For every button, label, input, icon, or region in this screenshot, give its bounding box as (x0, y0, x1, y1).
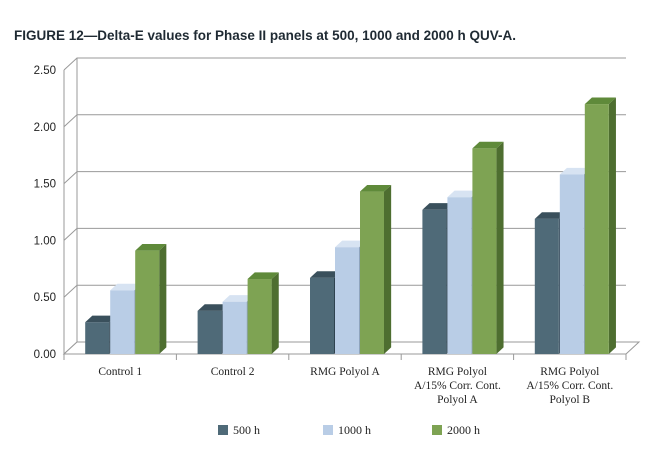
bar (247, 272, 279, 354)
category-label: Control 2 (211, 366, 255, 378)
legend: 500 h 1000 h 2000 h (218, 423, 480, 437)
legend-swatch (323, 425, 333, 435)
legend-label: 2000 h (447, 423, 480, 437)
bar-layer (85, 97, 616, 354)
y-tick-label: 0.00 (34, 349, 56, 361)
legend-swatch (432, 425, 442, 435)
bar (584, 97, 616, 354)
legend-label: 1000 h (338, 423, 371, 437)
category-labels: Control 1 Control 2 RMG Polyol A RMG Polyol… (98, 366, 613, 406)
bar (472, 141, 504, 354)
legend-item: 500 h (218, 423, 260, 437)
category-label: RMG Polyol A (310, 366, 380, 378)
y-tick-label: 1.00 (34, 235, 56, 247)
y-tick-label: 0.50 (34, 292, 56, 304)
bar (135, 244, 167, 354)
category-label: Control 1 (98, 366, 142, 378)
legend-item: 1000 h (323, 423, 371, 437)
y-tick-label: 2.00 (34, 122, 56, 134)
category-label: RMG Polyol A/15% Corr. Cont. Polyol A (414, 366, 501, 406)
y-tick-label: 1.50 (34, 179, 56, 191)
y-tick-label: 2.50 (34, 65, 56, 77)
bar (360, 184, 392, 354)
legend-swatch (218, 425, 228, 435)
legend-label: 500 h (233, 423, 260, 437)
chart-title: FIGURE 12—Delta-E values for Phase II pa… (14, 28, 516, 43)
category-label: RMG Polyol A/15% Corr. Cont. Polyol B (526, 366, 613, 406)
legend-item: 2000 h (432, 423, 480, 437)
